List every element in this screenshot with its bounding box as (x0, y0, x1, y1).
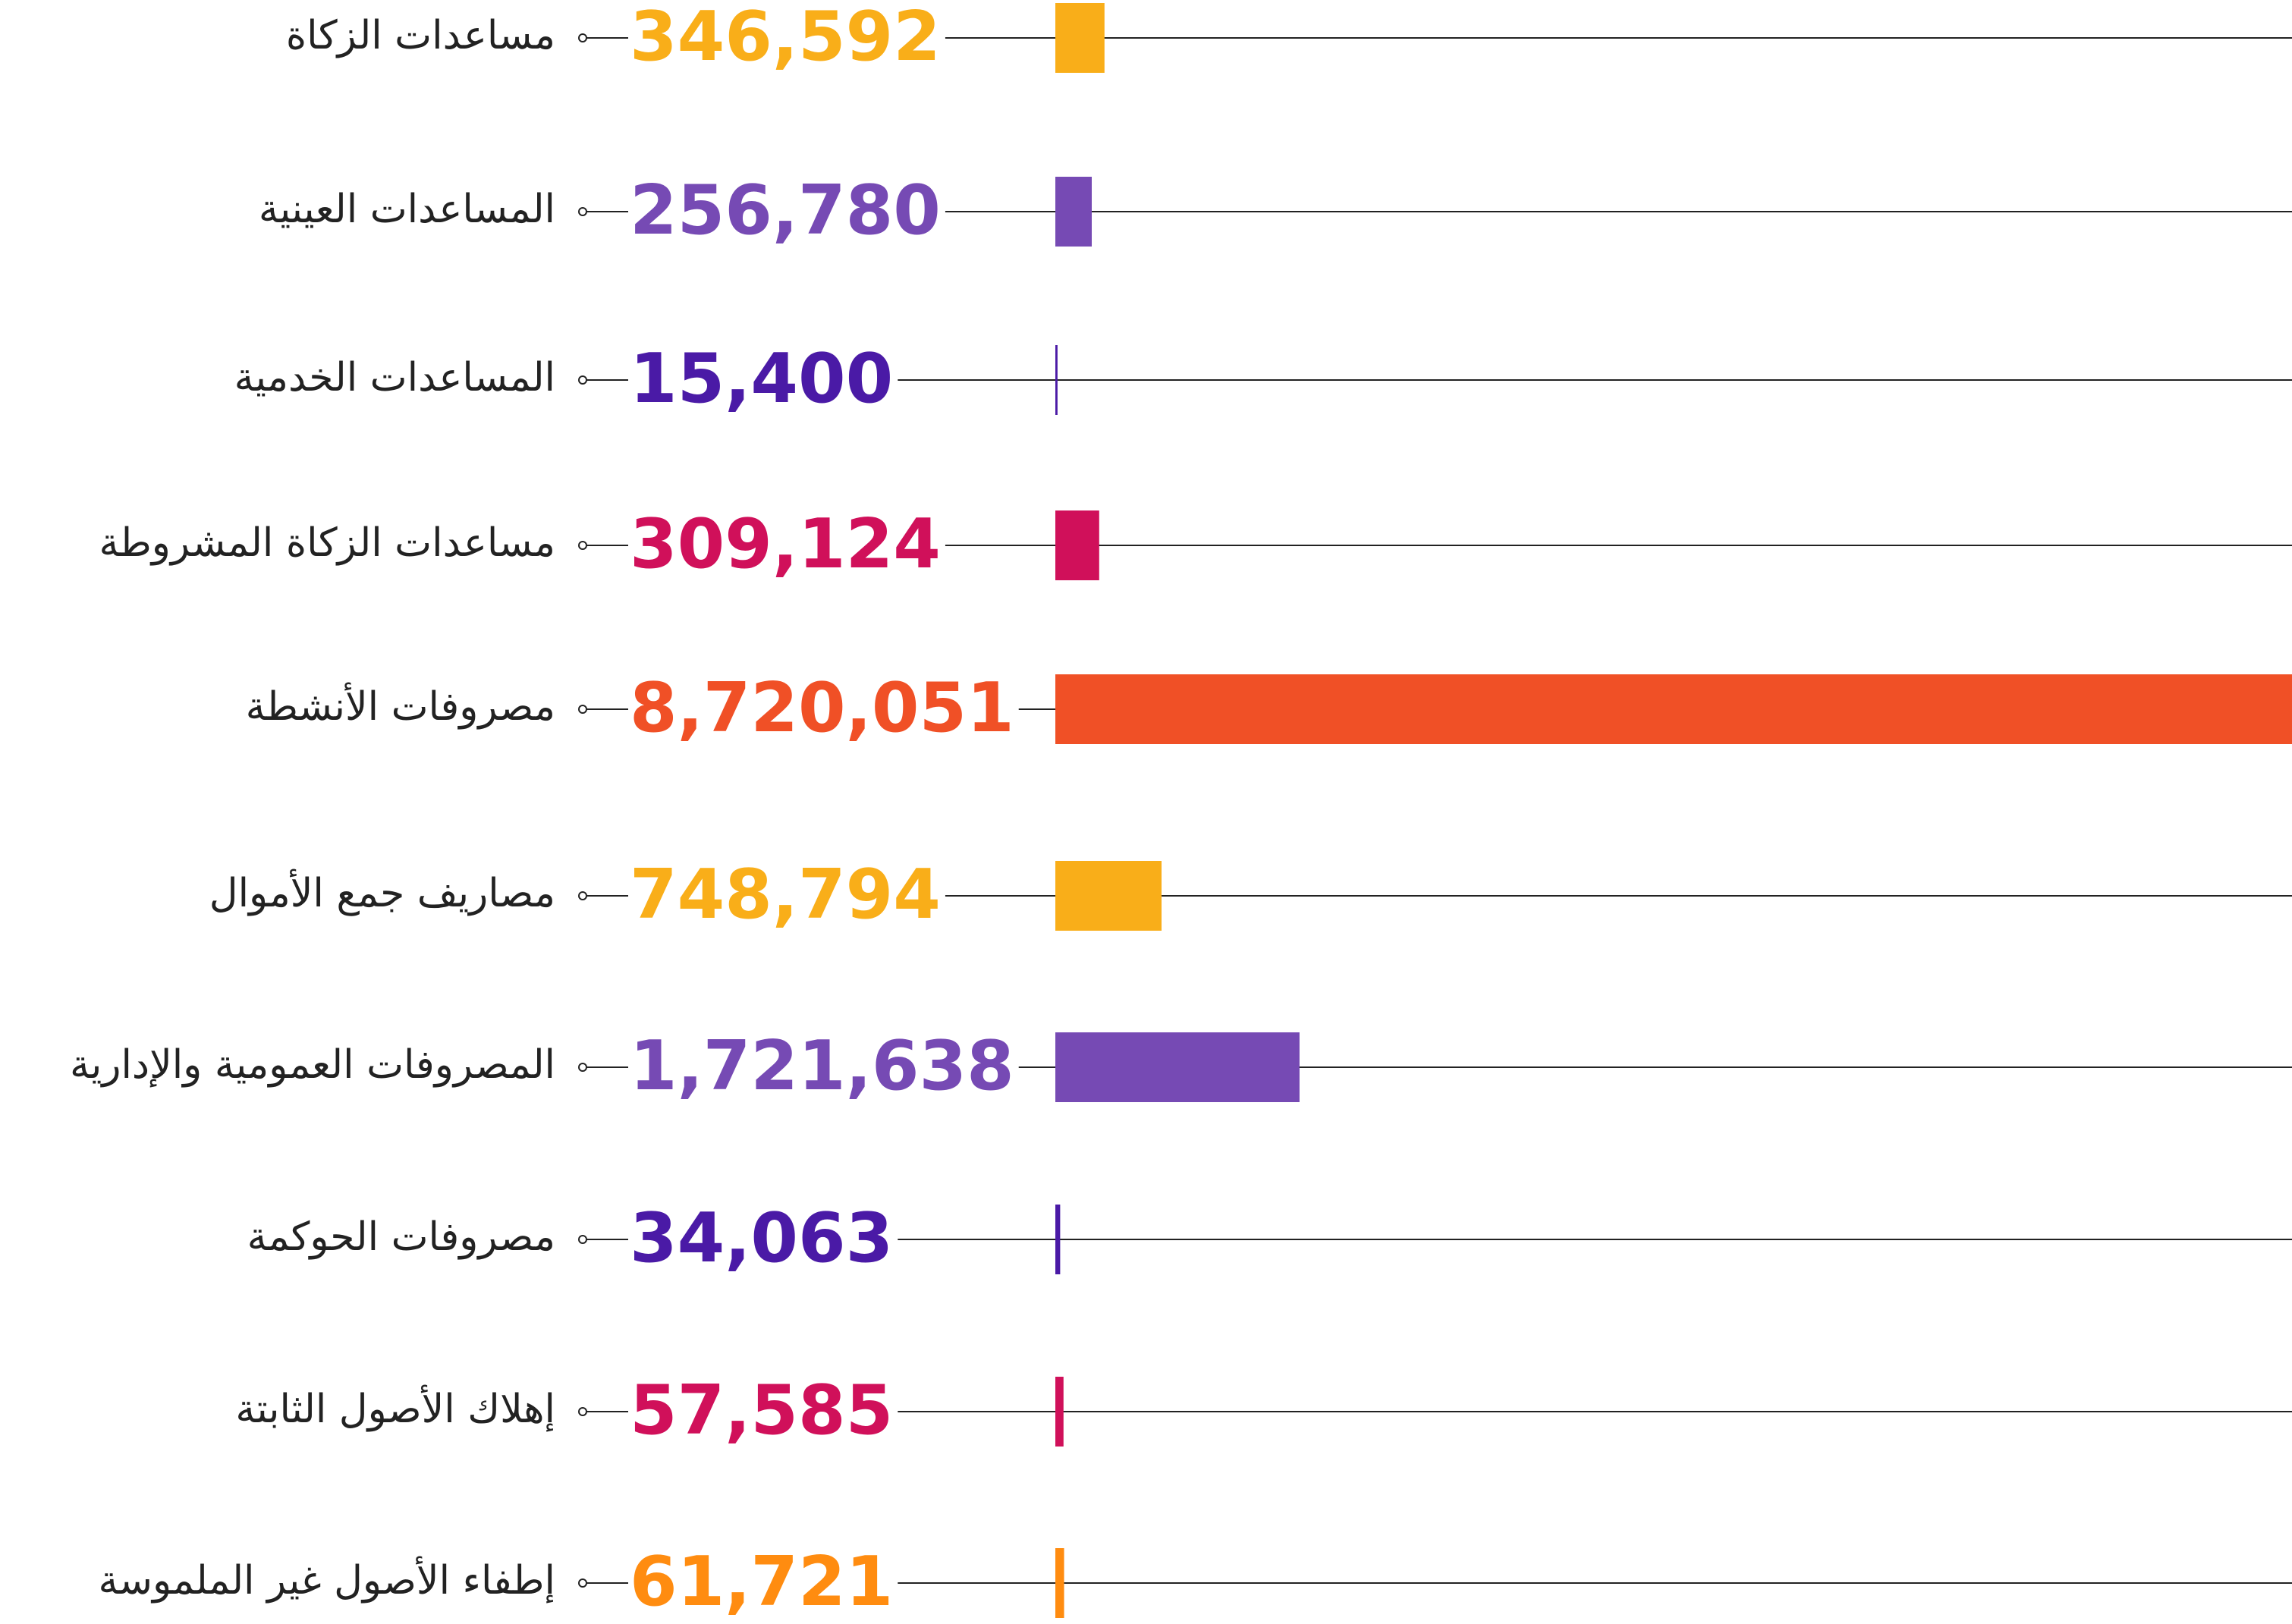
value-label: 8,720,051 (630, 668, 1014, 748)
category-label: مصروفات الحوكمة (247, 1214, 555, 1260)
bar (1055, 510, 1099, 580)
connector-dot (578, 1578, 587, 1588)
category-label: المساعدات العينية (259, 187, 555, 232)
bar (1055, 3, 1105, 73)
connector-dot (578, 207, 587, 216)
value-label: 748,794 (630, 855, 941, 935)
category-label: إطفاء الأصول غير الملموسة (99, 1556, 555, 1604)
connector-dot (578, 1063, 587, 1072)
category-label: المساعدات الخدمية (234, 355, 555, 401)
category-label: إهلاك الأصول الثابتة (235, 1384, 555, 1432)
bar (1055, 345, 1058, 415)
bar (1055, 177, 1092, 247)
value-label: 309,124 (630, 504, 941, 584)
category-label: مساعدات الزكاة المشروطة (99, 520, 555, 566)
bar (1055, 674, 2292, 744)
value-label: 1,721,638 (630, 1026, 1014, 1106)
bar (1055, 1032, 1300, 1102)
category-label: مصاريف جمع الأموال (209, 869, 555, 916)
value-label: 256,780 (630, 171, 941, 250)
connector-dot (578, 891, 587, 900)
connector-dot (578, 1407, 587, 1416)
value-label: 34,063 (630, 1198, 893, 1278)
bar (1055, 861, 1162, 931)
category-label: مصروفات الأنشطة (246, 682, 555, 730)
bar (1055, 1548, 1064, 1618)
value-label: 346,592 (630, 0, 941, 77)
value-label: 57,585 (630, 1371, 893, 1450)
bar (1055, 1377, 1064, 1447)
connector-dot (578, 375, 587, 385)
connector-dot (578, 541, 587, 550)
value-label: 15,400 (630, 339, 893, 419)
value-label: 61,721 (630, 1542, 893, 1622)
category-label: المصروفات العمومية والإدارية (70, 1042, 555, 1088)
connector-dot (578, 1235, 587, 1244)
connector-dot (578, 33, 587, 42)
connector-dot (578, 705, 587, 714)
bar (1055, 1205, 1061, 1274)
category-label: مساعدات الزكاة (286, 13, 555, 58)
